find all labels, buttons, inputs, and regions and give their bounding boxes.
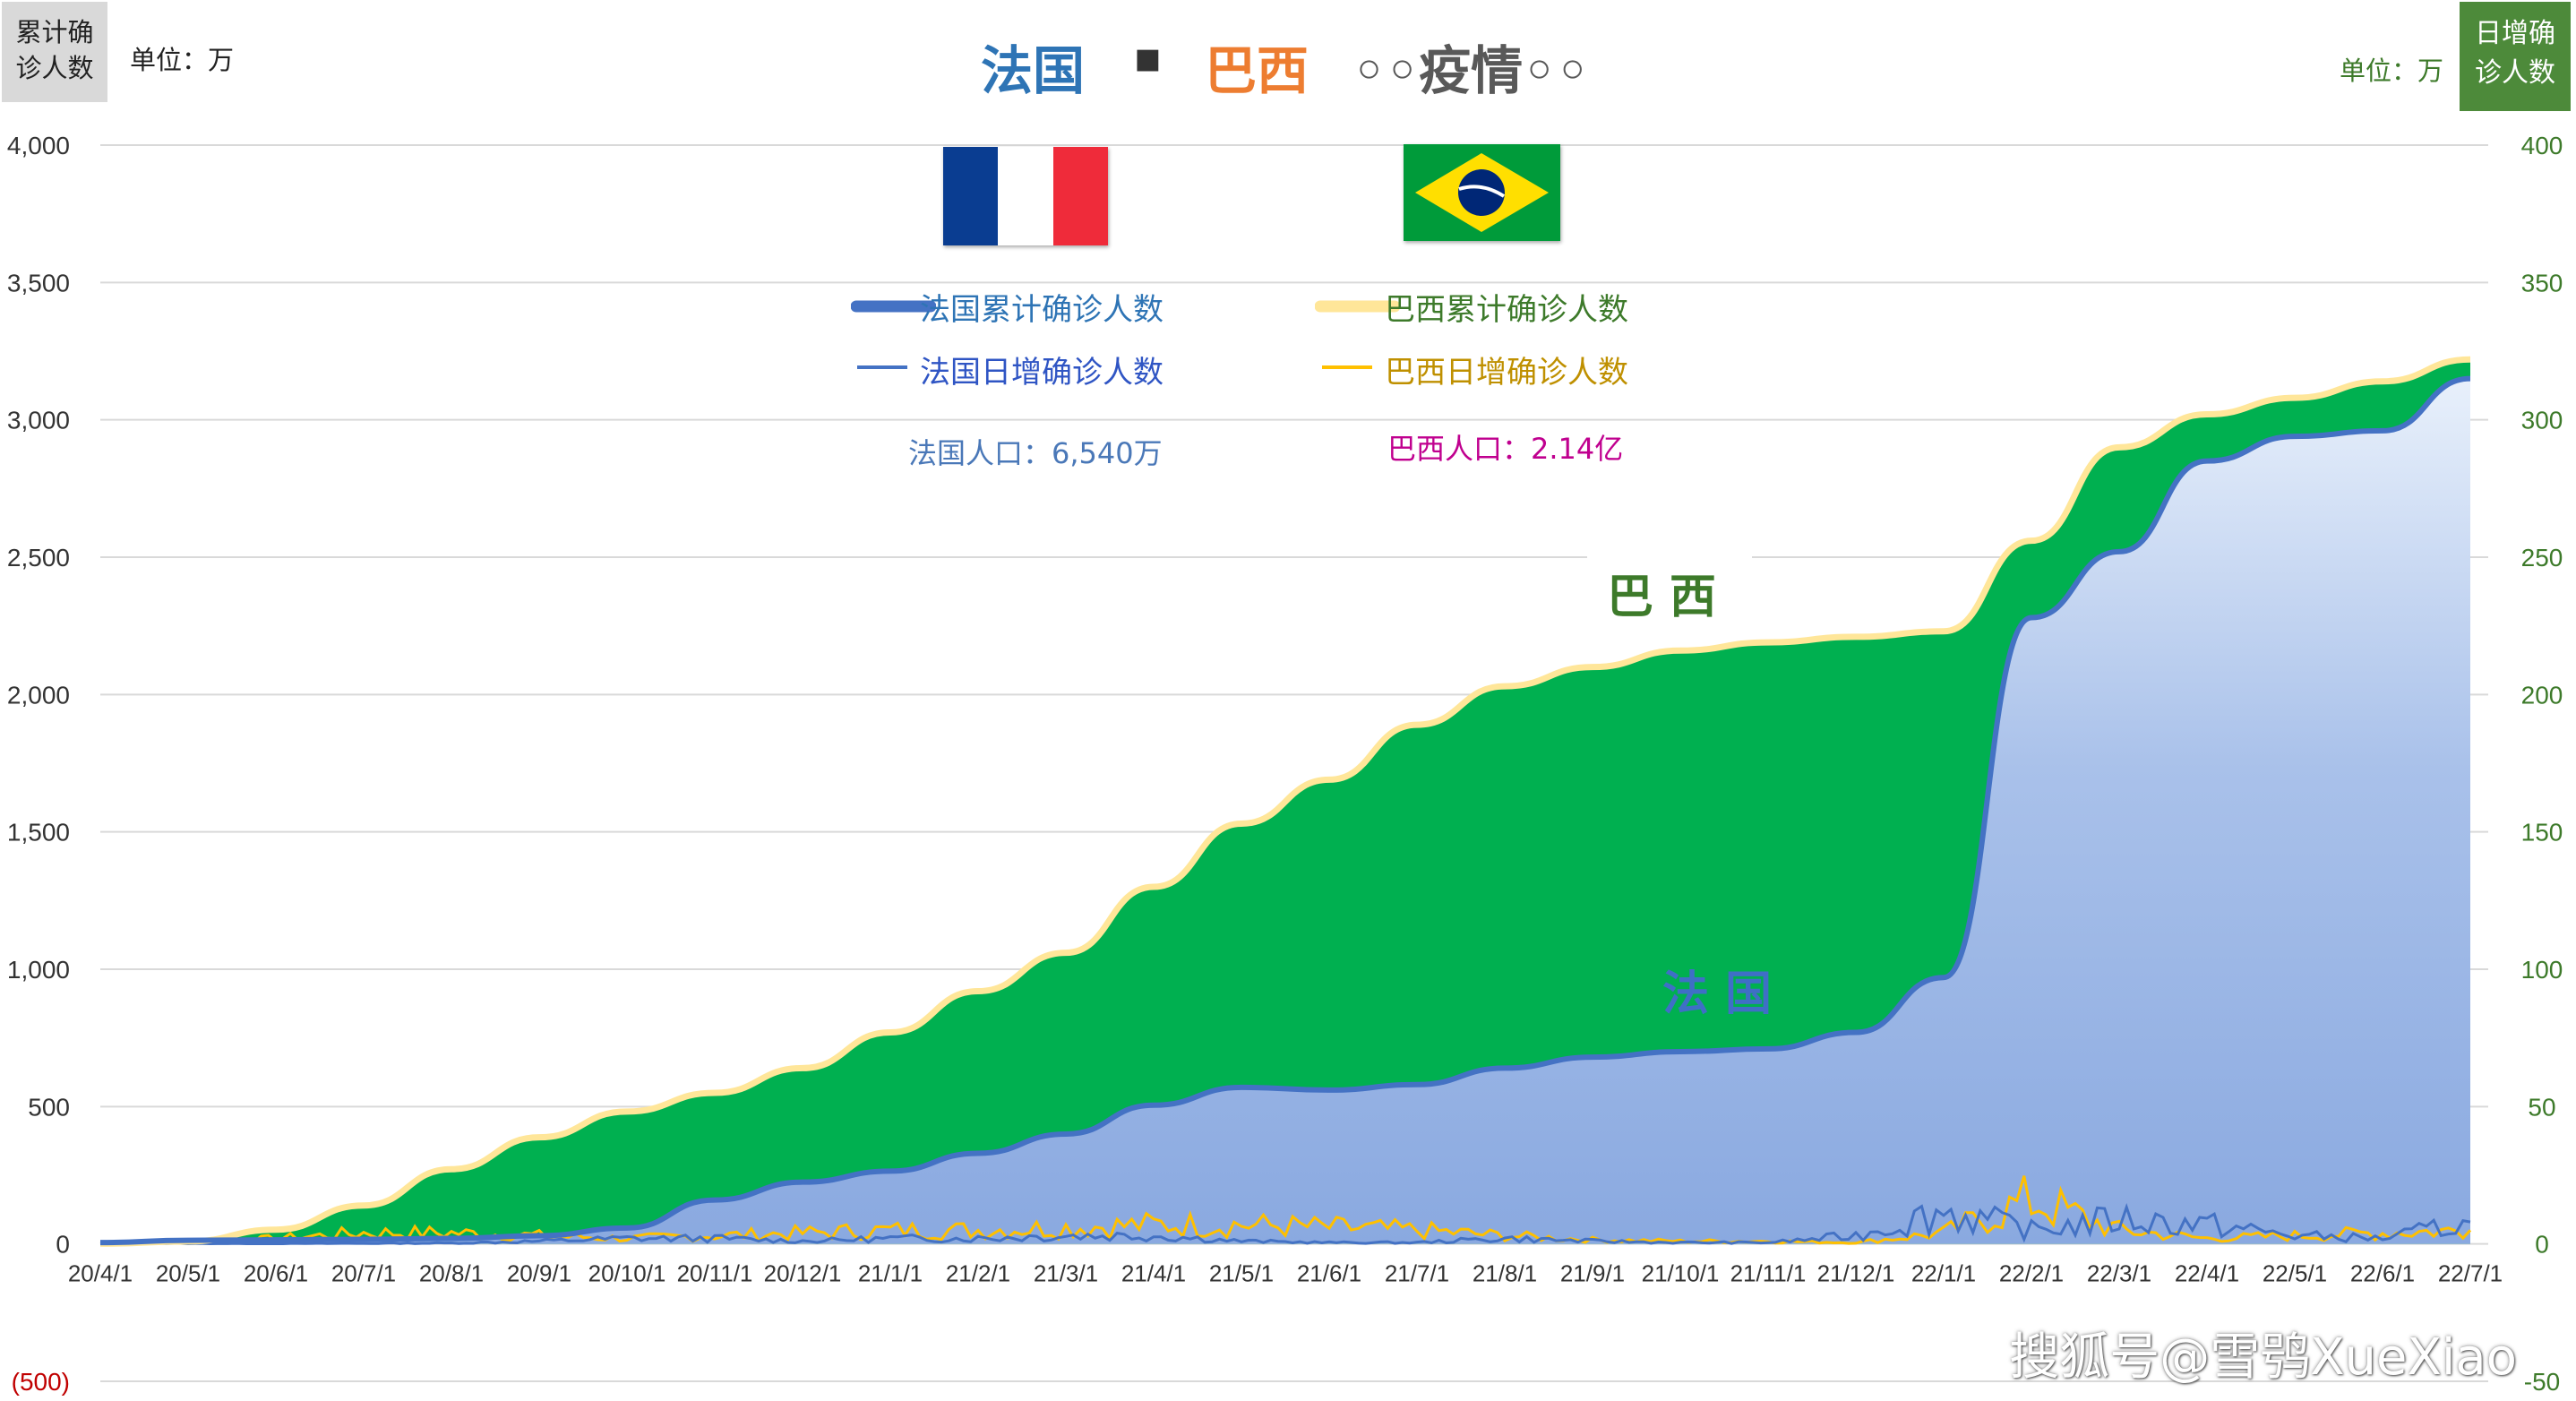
legend-france-daily: 法国日增确诊人数 xyxy=(920,355,1163,391)
title-separator: ▪ xyxy=(1133,32,1163,82)
france-population: 法国人口：6,540万 xyxy=(908,436,1163,470)
left-axis-title: 累计确 诊人数 xyxy=(2,2,107,102)
right-tick-label: 0 xyxy=(2535,1231,2549,1259)
right-tick-label: 150 xyxy=(2521,819,2563,847)
right-tick-label: 200 xyxy=(2521,681,2563,709)
left-tick-label: 2,000 xyxy=(7,681,70,709)
legend-france-cum-swatch xyxy=(851,300,936,313)
title-france: 法国 xyxy=(981,40,1086,101)
x-tick-label: 22/4/1 xyxy=(2175,1260,2239,1287)
x-tick-label: 20/8/1 xyxy=(419,1260,484,1287)
left-tick-label: 3,500 xyxy=(7,269,70,297)
x-tick-label: 21/6/1 xyxy=(1297,1260,1361,1287)
legend-brazil-daily: 巴西日增确诊人数 xyxy=(1385,355,1628,391)
legend-brazil-daily-swatch xyxy=(1322,365,1372,369)
right-tick-label: 400 xyxy=(2521,132,2563,159)
chart-title: 法国 ▪ 巴西 ◦◦疫情◦◦ xyxy=(896,29,1666,109)
x-tick-label: 20/10/1 xyxy=(588,1260,666,1287)
x-tick-label: 21/10/1 xyxy=(1642,1260,1720,1287)
x-tick-label: 22/1/1 xyxy=(1911,1260,1976,1287)
x-tick-label: 21/1/1 xyxy=(858,1260,923,1287)
x-tick-label: 22/7/1 xyxy=(2438,1260,2503,1287)
x-tick-label: 22/5/1 xyxy=(2263,1260,2327,1287)
right-tick-label: 50 xyxy=(2528,1093,2555,1121)
right-axis-unit: 单位：万 xyxy=(2339,56,2443,86)
left-tick-label: 0 xyxy=(56,1231,70,1259)
right-axis-ticks: -50 0 50 100 150 200 250 300 350 400 xyxy=(2521,132,2563,1396)
x-tick-label: 20/11/1 xyxy=(677,1260,753,1287)
x-tick-label: 21/2/1 xyxy=(946,1260,1010,1287)
x-tick-label: 20/12/1 xyxy=(764,1260,842,1287)
left-tick-label: 1,000 xyxy=(7,956,70,984)
legend-brazil-cum-swatch xyxy=(1315,300,1400,313)
x-tick-label: 21/5/1 xyxy=(1209,1260,1274,1287)
france-cum-line xyxy=(99,375,2471,1246)
left-tick-label: 4,000 xyxy=(7,132,70,159)
left-tick-label: (500) xyxy=(12,1368,70,1396)
title-epidemic: ◦◦疫情◦◦ xyxy=(1352,40,1590,101)
x-tick-label: 20/6/1 xyxy=(244,1260,308,1287)
right-tick-label: 350 xyxy=(2521,269,2563,297)
x-tick-label: 21/4/1 xyxy=(1121,1260,1186,1287)
x-tick-label: 21/12/1 xyxy=(1817,1260,1895,1287)
title-brazil: 巴西 xyxy=(1205,40,1309,101)
x-tick-label: 20/4/1 xyxy=(68,1260,133,1287)
x-tick-label: 22/6/1 xyxy=(2350,1260,2415,1287)
right-tick-label: -50 xyxy=(2524,1368,2560,1396)
france-flag-icon xyxy=(943,147,1108,245)
left-tick-label: 500 xyxy=(28,1093,70,1121)
x-tick-label: 21/8/1 xyxy=(1473,1260,1537,1287)
brazil-population: 巴西人口：2.14亿 xyxy=(1387,432,1624,466)
legend-france-cum: 法国累计确诊人数 xyxy=(920,292,1163,328)
x-tick-label: 21/9/1 xyxy=(1560,1260,1625,1287)
x-tick-label: 22/3/1 xyxy=(2087,1260,2151,1287)
right-axis-title: 日增确 诊人数 xyxy=(2460,2,2571,111)
legend-brazil-cum: 巴西累计确诊人数 xyxy=(1385,292,1628,328)
x-tick-label: 21/11/1 xyxy=(1730,1260,1807,1287)
legend-france-daily-swatch xyxy=(857,365,907,369)
x-tick-label: 21/7/1 xyxy=(1385,1260,1449,1287)
france-daily-line xyxy=(99,1203,2471,1246)
brazil-cum-line xyxy=(99,356,2471,1247)
x-axis-ticks: 20/4/1 20/5/1 20/6/1 20/7/1 20/8/1 20/9/1 20/1… xyxy=(68,1260,2503,1287)
x-tick-label: 20/7/1 xyxy=(331,1260,396,1287)
left-tick-label: 2,500 xyxy=(7,544,70,572)
right-tick-label: 100 xyxy=(2521,956,2563,984)
right-tick-label: 250 xyxy=(2521,544,2563,572)
x-tick-label: 22/2/1 xyxy=(1999,1260,2064,1287)
left-tick-label: 3,000 xyxy=(7,407,70,434)
left-axis-ticks: (500) 0 500 1,000 1,500 2,000 2,500 3,000 3,500 4… xyxy=(7,132,70,1396)
right-tick-label: 300 xyxy=(2521,407,2563,434)
brazil-flag-icon xyxy=(1404,144,1560,241)
france-area-label: 法国 xyxy=(1662,967,1789,1021)
left-tick-label: 1,500 xyxy=(7,819,70,847)
brazil-area-label: 巴西 xyxy=(1587,555,1753,630)
x-tick-label: 20/5/1 xyxy=(156,1260,220,1287)
x-tick-label: 20/9/1 xyxy=(507,1260,571,1287)
x-tick-label: 21/3/1 xyxy=(1034,1260,1098,1287)
left-axis-unit: 单位：万 xyxy=(130,45,235,75)
series-lines xyxy=(99,356,2472,1247)
watermark: 搜狐号@雪鸮XueXiao xyxy=(2009,1328,2517,1387)
